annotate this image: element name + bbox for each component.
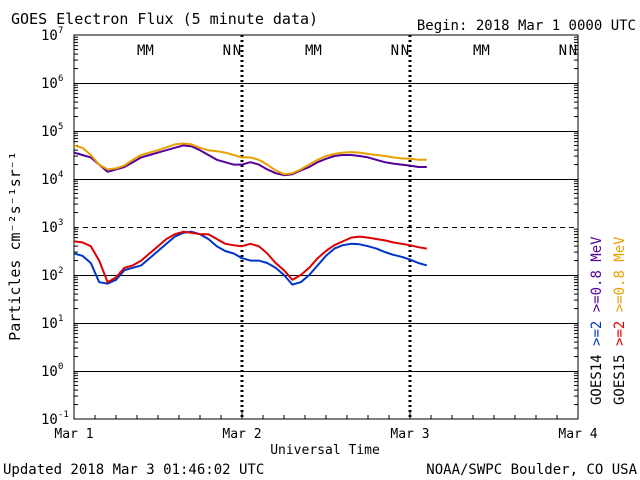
y-tick-label: 10 — [41, 124, 58, 140]
credit-text: NOAA/SWPC Boulder, CO USA — [426, 462, 637, 478]
marker-label: M — [305, 43, 313, 59]
marker-label: M — [481, 43, 489, 59]
y-tick-exponent: 2 — [58, 266, 63, 276]
begin-label: Begin: 2018 Mar 1 0000 UTC — [417, 18, 636, 34]
y-tick-exponent: 5 — [58, 122, 63, 132]
legend-goes15: GOES15 >=2 >=0.8 MeV — [612, 236, 628, 405]
y-tick-label: 10 — [41, 172, 58, 188]
legend-entry: >=2 — [612, 312, 628, 346]
marker-label: N — [233, 43, 241, 59]
x-tick-label: Mar 2 — [222, 427, 261, 442]
updated-timestamp: Updated 2018 Mar 3 01:46:02 UTC — [3, 462, 264, 478]
series-line-0 — [73, 144, 427, 177]
y-tick-label: 10 — [41, 412, 58, 428]
legend-entry: >=0.8 MeV — [612, 236, 628, 312]
y-tick-exponent: 0 — [58, 362, 63, 372]
y-tick-exponent: 1 — [58, 314, 63, 324]
y-tick-exponent: 4 — [58, 170, 63, 180]
y-tick-label: 10 — [41, 220, 58, 236]
y-tick-label: 10 — [41, 268, 58, 284]
y-tick-exponent: 3 — [58, 218, 63, 228]
chart-title: GOES Electron Flux (5 minute data) — [11, 10, 318, 28]
y-tick-label: 10 — [41, 316, 58, 332]
legend-entry: >=0.8 MeV — [589, 236, 605, 312]
legend-entry: GOES15 — [612, 346, 628, 405]
legend-goes14: GOES14 >=2 >=0.8 MeV — [589, 236, 605, 405]
y-tick-exponent: 7 — [58, 26, 63, 36]
grid-lines — [74, 36, 578, 406]
y-axis-label: Particles cm⁻²s⁻¹sr⁻¹ — [6, 151, 24, 341]
marker-label: N — [223, 43, 231, 59]
series-line-2 — [73, 230, 428, 286]
y-tick-label: 10 — [41, 364, 58, 380]
marker-label: N — [401, 43, 409, 59]
marker-label: N — [569, 43, 577, 59]
y-tick-exponent: -1 — [58, 410, 69, 420]
marker-label: M — [137, 43, 145, 59]
x-tick-label: Mar 1 — [54, 427, 93, 442]
marker-label: M — [145, 43, 153, 59]
series-line-1 — [73, 142, 427, 176]
series-line-3 — [73, 230, 427, 284]
x-tick-label: Mar 3 — [390, 427, 429, 442]
y-tick-label: 10 — [41, 28, 58, 44]
x-tick-label: Mar 4 — [558, 427, 597, 442]
marker-label: N — [559, 43, 567, 59]
y-tick-label: 10 — [41, 76, 58, 92]
y-tick-exponent: 6 — [58, 74, 63, 84]
x-tick-labels: Mar 1 Mar 2 Mar 3 Mar 4 — [54, 427, 597, 442]
legend-entry: GOES14 — [589, 346, 605, 405]
legend-entry: >=2 — [589, 312, 605, 346]
marker-label: M — [313, 43, 321, 59]
marker-label: M — [473, 43, 481, 59]
x-axis-label: Universal Time — [270, 443, 380, 458]
series-lines — [73, 142, 428, 286]
day-separator-lines — [73, 35, 579, 419]
marker-label: N — [391, 43, 399, 59]
